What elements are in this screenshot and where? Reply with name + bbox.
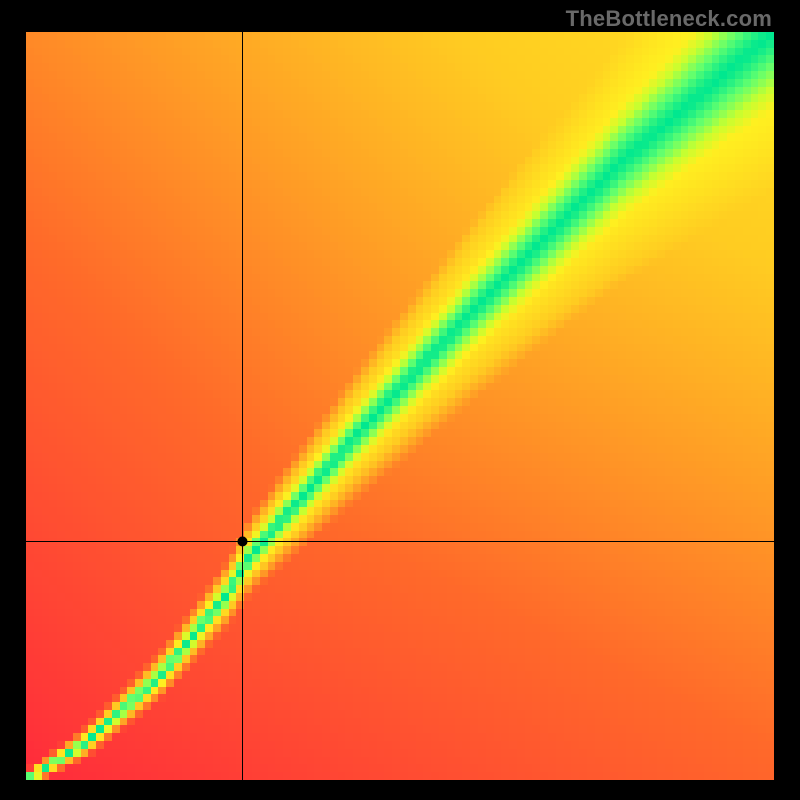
chart-container: TheBottleneck.com	[0, 0, 800, 800]
watermark-text: TheBottleneck.com	[566, 6, 772, 32]
crosshair-overlay	[26, 32, 774, 780]
